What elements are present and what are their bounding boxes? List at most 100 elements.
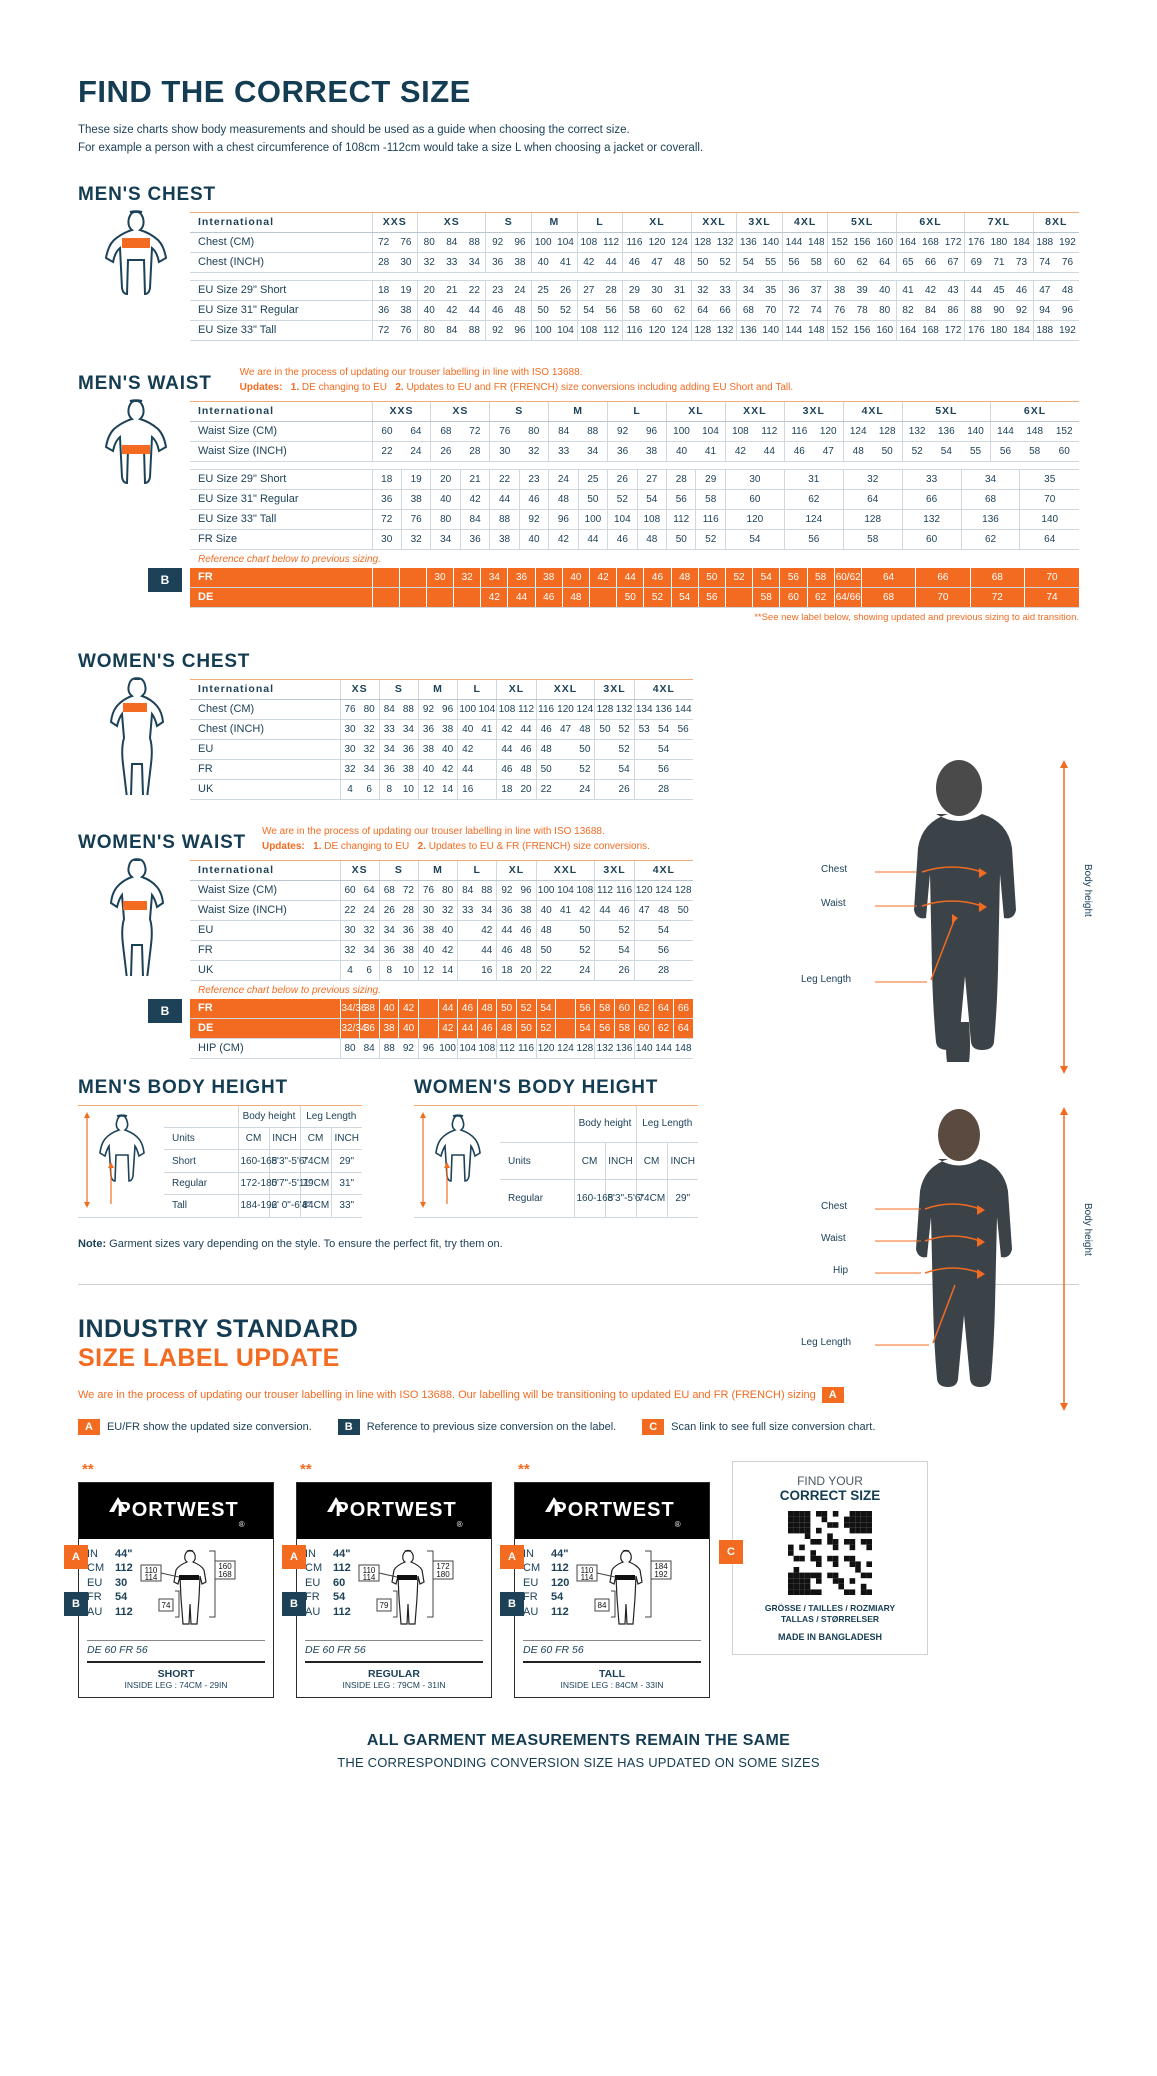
cell: 72	[371, 320, 395, 341]
womens-waist-iso-note: We are in the process of updating our tr…	[262, 824, 650, 860]
legacy-cell: 58	[752, 587, 780, 608]
cell: 176	[964, 232, 988, 253]
cell: 65	[895, 252, 920, 273]
cell: 27	[636, 469, 667, 490]
mens-body-height-table: Body height Leg Length Units CM INCH CM INCH Sh…	[78, 1104, 362, 1218]
cell: 34	[960, 469, 1020, 490]
cell: 34	[578, 441, 608, 462]
size-header: L	[457, 678, 497, 700]
label-key: AU	[523, 1605, 539, 1618]
label-footer: REGULAR INSIDE LEG : 79CM - 31IN	[305, 1660, 483, 1697]
bh-units-row: Units CM INCH CM INCH	[78, 1127, 362, 1151]
cell: 54	[653, 719, 674, 740]
cell: 92	[607, 421, 638, 442]
cell: 41	[555, 900, 576, 921]
cell	[477, 779, 497, 800]
label-fit-name: REGULAR	[368, 1667, 420, 1680]
womens-chest-table: International XS S M L XL XXL 3XL 4XL Chest (CM) 7…	[190, 678, 693, 800]
cell: 24	[575, 960, 595, 981]
cell: 50	[594, 719, 615, 740]
section-heading-womens-waist: WOMEN'S WAIST	[78, 831, 246, 853]
tag-a-icon: A	[78, 1418, 100, 1435]
cell: 108	[576, 320, 600, 341]
cell: 104	[457, 1038, 478, 1059]
cell: 148	[1019, 421, 1050, 442]
cell: 36	[371, 300, 395, 321]
cell: 46	[1010, 280, 1034, 301]
size-header: XL	[496, 859, 537, 881]
cell: 64	[873, 252, 897, 273]
cell: 42	[440, 300, 464, 321]
cell: 60	[827, 252, 851, 273]
legacy-cell: 68	[860, 587, 916, 608]
cell: 180	[987, 232, 1011, 253]
cell: 26	[614, 960, 635, 981]
qr-code-icon[interactable]	[788, 1510, 872, 1595]
cell: 30	[371, 529, 402, 550]
female-label-waist: Waist	[821, 1233, 846, 1244]
cell: 30	[339, 719, 360, 740]
size-header: S	[489, 400, 549, 422]
legacy-cell: 64/66	[833, 587, 862, 608]
bh-corner	[164, 1104, 238, 1129]
label-key: EU	[305, 1576, 321, 1589]
female-label-leg: Leg Length	[801, 1337, 852, 1348]
cell: 54	[653, 739, 674, 760]
badge-b-women: B	[148, 998, 182, 1023]
garment-note-bold: Note:	[78, 1237, 107, 1250]
cell: 50	[535, 940, 556, 961]
cell: 152	[1049, 421, 1079, 442]
cell: 52	[575, 940, 595, 961]
mens-body-height-block: MEN'S BODY HEIGHT Body height Leg Length U…	[78, 1077, 362, 1218]
cell: 104	[695, 421, 726, 442]
cell: 108	[477, 1038, 497, 1059]
label-value-row: IN 44"	[523, 1547, 569, 1562]
section-heading-womens-bh: WOMEN'S BODY HEIGHT	[414, 1076, 659, 1098]
cell: 68	[378, 880, 399, 901]
row-label: UK	[190, 960, 340, 981]
legacy-cell: 42	[437, 1018, 458, 1039]
cell: 104	[477, 699, 497, 720]
table-header-row: International XXS XS S M L XL XXL 3XL 4XL 5XL 6XL	[190, 400, 1079, 422]
legacy-cell	[555, 1018, 576, 1039]
cell: 46	[783, 441, 814, 462]
cell: 56	[781, 252, 806, 273]
bh-unit: CM	[299, 1127, 331, 1151]
label-key: CM	[87, 1562, 105, 1575]
size-header: 6XL	[990, 400, 1079, 422]
womens-body-height-table: Body height Leg Length Units CM INCH CM INCH Re…	[414, 1104, 698, 1218]
row-label: Chest (CM)	[190, 232, 372, 253]
cell: 42	[477, 920, 497, 941]
update-2-text-w: Updates to EU & FR (FRENCH) size convers…	[428, 840, 650, 852]
cell: 36	[781, 280, 806, 301]
cell: 46	[516, 739, 537, 760]
cell: 80	[430, 509, 461, 530]
cell: 36	[485, 252, 509, 273]
cell	[673, 940, 693, 961]
cell: 44	[594, 900, 615, 921]
portwest-logo: PORTWEST ®	[515, 1482, 709, 1539]
cell: 116	[535, 699, 556, 720]
cell: 88	[489, 509, 520, 530]
cell: 92	[398, 1038, 419, 1059]
cell: 92	[485, 232, 509, 253]
row-label: FR	[190, 759, 340, 780]
label-tag-a: A	[282, 1544, 306, 1569]
bh-cell: 5'7"-5'11"	[268, 1172, 313, 1196]
brand-text: PORTWEST	[335, 1499, 457, 1522]
update-2-text: Updates to EU and FR (FRENCH) size conve…	[406, 381, 794, 393]
cell: 42	[438, 940, 458, 961]
legacy-cell: 42	[588, 567, 617, 588]
legacy-cell: 36	[359, 1018, 380, 1039]
label-figure: 110 114 172 180 79	[357, 1547, 457, 1632]
qr-card[interactable]: C FIND YOUR CORRECT SIZE GRÖSSE / TAILLES /…	[719, 1460, 928, 1655]
legacy-cell: 54	[535, 998, 556, 1019]
legacy-cell	[398, 587, 427, 608]
legacy-cell: 48	[496, 1018, 517, 1039]
header-label: International	[190, 859, 340, 881]
badge-b-men: B	[148, 567, 182, 592]
cell: 184	[1010, 232, 1034, 253]
legacy-cell: 44	[457, 1018, 478, 1039]
cell: 48	[535, 739, 556, 760]
bh-cell: 160-168	[237, 1149, 277, 1173]
